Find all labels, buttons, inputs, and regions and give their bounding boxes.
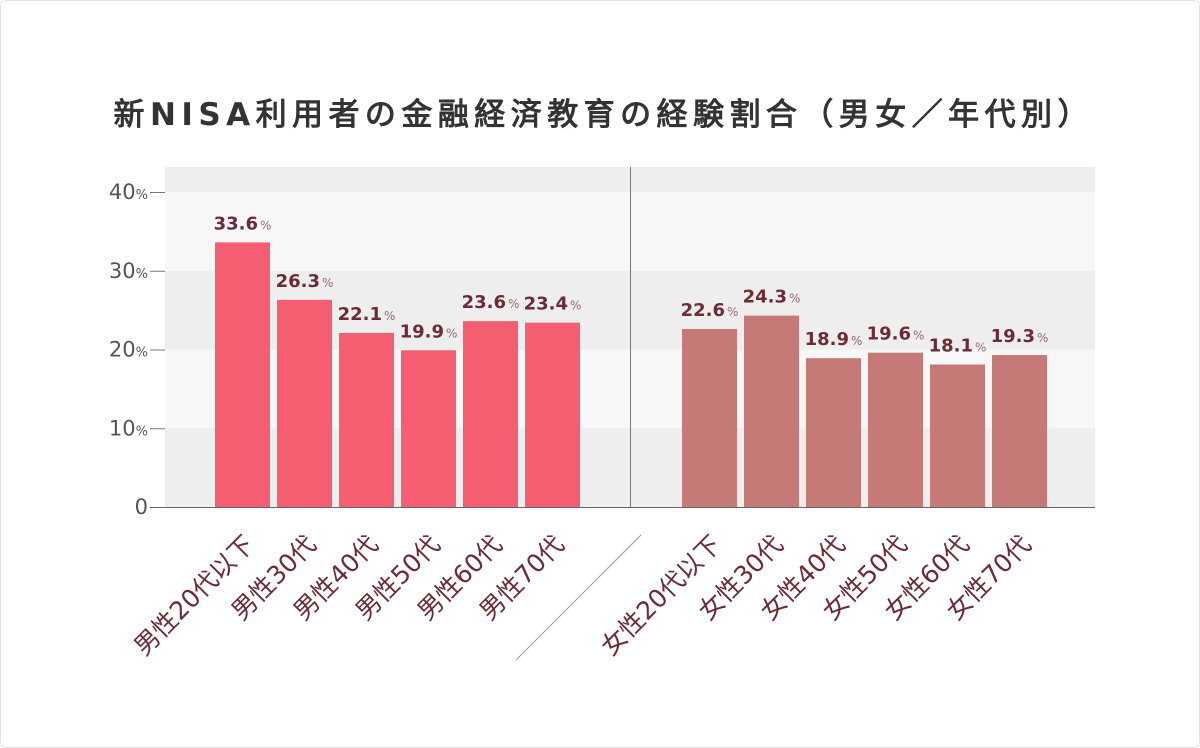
value-unit: % — [384, 309, 395, 323]
value-number: 23.6 — [462, 292, 506, 313]
value-label-1-3: 22.1% — [338, 304, 396, 325]
y-tick-unit: % — [136, 424, 148, 439]
bar-1-3 — [339, 332, 394, 507]
value-unit: % — [913, 329, 924, 343]
value-label-2-3: 18.9% — [805, 329, 863, 350]
value-number: 26.3 — [276, 271, 320, 292]
value-unit: % — [570, 299, 581, 313]
value-unit: % — [727, 305, 738, 319]
y-tick-value: 0 — [135, 495, 148, 519]
value-label-2-6: 19.3% — [991, 326, 1049, 347]
value-label-1-1: 33.6% — [214, 213, 272, 234]
value-label-2-1: 22.6% — [681, 300, 739, 321]
bar-1-4 — [401, 350, 456, 507]
bar-1-6 — [525, 322, 580, 507]
bar-1-2 — [277, 299, 332, 507]
y-tick-label-40: 40% — [109, 180, 148, 204]
y-tick-unit: % — [136, 346, 148, 361]
value-unit: % — [446, 326, 457, 340]
value-label-2-4: 19.6% — [867, 324, 925, 345]
y-tick-label-30: 30% — [109, 259, 148, 283]
value-unit: % — [851, 334, 862, 348]
value-number: 18.1 — [929, 335, 973, 356]
y-tick-label-0: 0 — [135, 495, 148, 519]
y-axis: 010%20%30%40% — [109, 180, 165, 519]
value-unit: % — [975, 340, 986, 354]
bar-1-1 — [215, 242, 270, 507]
value-number: 22.6 — [681, 300, 725, 321]
value-number: 18.9 — [805, 329, 849, 350]
y-tick-unit: % — [136, 267, 148, 282]
bar-2-6 — [992, 355, 1047, 507]
chart-title: 新NISA利用者の金融経済教育の経験割合（男女／年代別） — [114, 97, 1089, 133]
bar-2-5 — [930, 364, 985, 507]
value-number: 33.6 — [214, 213, 258, 234]
value-unit: % — [789, 292, 800, 306]
value-number: 19.6 — [867, 324, 911, 345]
value-unit: % — [1037, 331, 1048, 345]
value-number: 24.3 — [743, 287, 787, 308]
value-label-1-6: 23.4% — [524, 294, 582, 315]
value-label-1-5: 23.6% — [462, 292, 520, 313]
bar-2-4 — [868, 352, 923, 507]
value-label-1-4: 19.9% — [400, 321, 458, 342]
y-tick-value: 40 — [109, 180, 136, 204]
value-number: 19.9 — [400, 321, 444, 342]
value-label-2-5: 18.1% — [929, 335, 987, 356]
bar-2-2 — [744, 315, 799, 507]
value-unit: % — [260, 218, 271, 232]
y-tick-value: 30 — [109, 259, 136, 283]
y-tick-label-20: 20% — [109, 338, 148, 362]
y-tick-label-10: 10% — [109, 416, 148, 440]
bar-1-5 — [463, 321, 518, 507]
value-label-1-2: 26.3% — [276, 271, 334, 292]
value-labels: 33.6 %26.3 %22.1 %19.9 %23.6% 23.4% 22.6 %24.3%… — [214, 213, 1049, 356]
value-number: 23.4 — [524, 294, 568, 315]
value-unit: % — [322, 276, 333, 290]
value-number: 19.3 — [991, 326, 1035, 347]
value-unit: % — [508, 297, 519, 311]
bar-2-3 — [806, 358, 861, 507]
group-separator-slash — [515, 534, 642, 661]
y-tick-value: 10 — [109, 416, 136, 440]
value-label-2-2: 24.3% — [743, 287, 801, 308]
bar-2-1 — [682, 329, 737, 507]
y-tick-unit: % — [136, 188, 148, 203]
value-number: 22.1 — [338, 304, 382, 325]
y-tick-value: 20 — [109, 338, 136, 362]
bars — [215, 242, 1047, 507]
